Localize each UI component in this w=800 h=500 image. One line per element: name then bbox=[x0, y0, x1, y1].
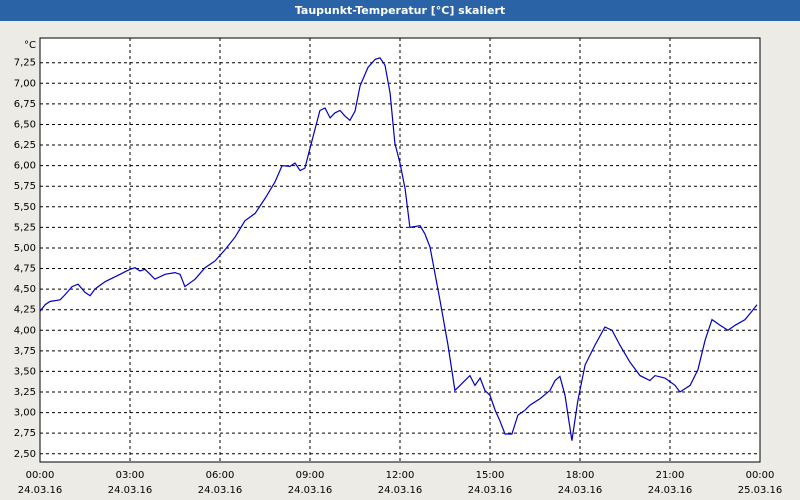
y-tick-label: 2,50 bbox=[14, 449, 36, 460]
y-tick-label: 5,75 bbox=[14, 181, 36, 192]
x-tick-date: 24.03.16 bbox=[558, 485, 603, 496]
x-tick-label: 03:00 bbox=[116, 470, 145, 481]
y-tick-label: 4,50 bbox=[14, 284, 36, 295]
y-tick-label: 6,00 bbox=[14, 161, 36, 172]
y-tick-label: 3,00 bbox=[14, 408, 36, 419]
chart-title: Taupunkt-Temperatur [°C] skaliert bbox=[295, 4, 505, 17]
x-tick-date: 24.03.16 bbox=[468, 485, 513, 496]
y-unit: °C bbox=[24, 40, 36, 51]
y-tick-label: 4,00 bbox=[14, 325, 36, 336]
y-tick-label: 5,25 bbox=[14, 222, 36, 233]
y-tick-label: 7,00 bbox=[14, 78, 36, 89]
data-line bbox=[39, 57, 758, 441]
x-tick-label: 00:00 bbox=[746, 470, 775, 481]
x-tick-date: 24.03.16 bbox=[108, 485, 153, 496]
y-tick-label: 2,75 bbox=[14, 428, 36, 439]
y-tick-label: 3,50 bbox=[14, 366, 36, 377]
x-tick-date: 24.03.16 bbox=[198, 485, 243, 496]
y-tick-label: 5,50 bbox=[14, 202, 36, 213]
x-tick-date: 24.03.16 bbox=[288, 485, 333, 496]
x-tick-label: 00:00 bbox=[26, 470, 55, 481]
x-tick-label: 18:00 bbox=[566, 470, 595, 481]
x-tick-label: 06:00 bbox=[206, 470, 235, 481]
y-tick-label: 3,25 bbox=[14, 387, 36, 398]
x-tick-label: 12:00 bbox=[386, 470, 415, 481]
x-tick-label: 09:00 bbox=[296, 470, 325, 481]
y-tick-label: 3,75 bbox=[14, 346, 36, 357]
y-tick-label: 6,25 bbox=[14, 140, 36, 151]
y-tick-label: 4,75 bbox=[14, 264, 36, 275]
y-tick-label: 7,25 bbox=[14, 58, 36, 69]
y-tick-label: 4,25 bbox=[14, 305, 36, 316]
x-tick-date: 24.03.16 bbox=[378, 485, 423, 496]
y-tick-label: 5,00 bbox=[14, 243, 36, 254]
y-tick-label: 6,75 bbox=[14, 99, 36, 110]
y-tick-label: 6,50 bbox=[14, 119, 36, 130]
x-tick-label: 21:00 bbox=[656, 470, 685, 481]
x-tick-date: 24.03.16 bbox=[648, 485, 693, 496]
x-tick-date: 25.03.16 bbox=[738, 485, 783, 496]
x-tick-date: 24.03.16 bbox=[18, 485, 63, 496]
x-tick-label: 15:00 bbox=[476, 470, 505, 481]
title-bar bbox=[0, 0, 800, 21]
